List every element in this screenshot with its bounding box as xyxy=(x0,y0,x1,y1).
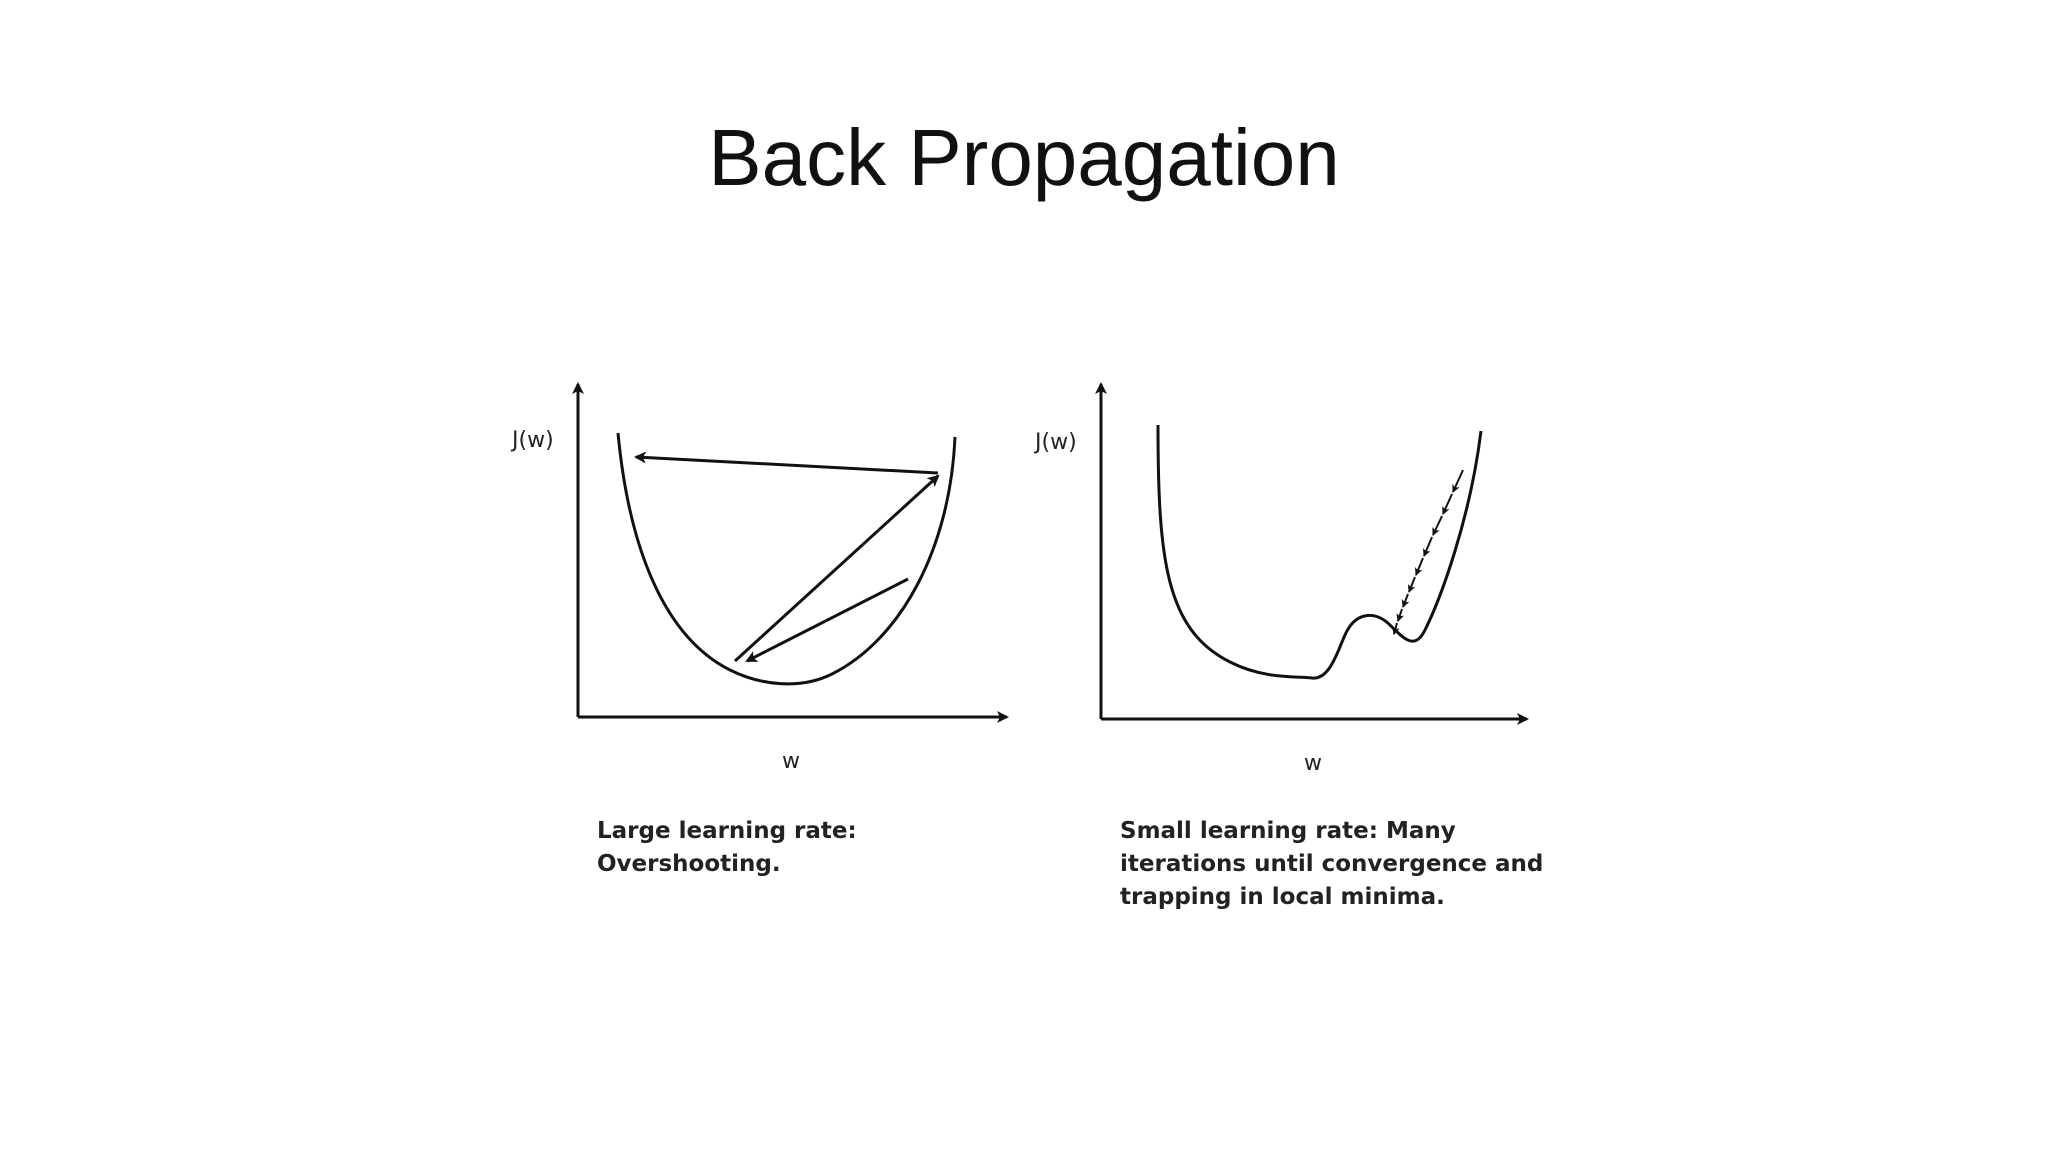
right-y-axis-label: J(w) xyxy=(1033,430,1077,455)
small-step-arrow xyxy=(1442,493,1453,515)
small-step-arrow xyxy=(1396,608,1405,622)
right-caption: Small learning rate: Many iterations unt… xyxy=(1120,818,1544,910)
small-step-arrow xyxy=(1423,536,1433,557)
small-step-arrow xyxy=(1414,557,1424,576)
right-cost-curve xyxy=(1156,424,1483,680)
right-x-axis-label: w xyxy=(1304,751,1322,776)
left-step-arrow-2 xyxy=(733,474,940,663)
left-step-arrow-3 xyxy=(634,451,939,475)
slide-title: Back Propagation xyxy=(708,113,1340,202)
left-caption: Large learning rate: Overshooting. xyxy=(597,818,857,877)
left-panel: J(w) w xyxy=(510,382,1009,774)
small-step-arrow xyxy=(1401,593,1410,608)
small-step-arrows xyxy=(1391,469,1464,635)
small-step-arrow xyxy=(1407,576,1416,593)
left-x-axis-label: w xyxy=(782,749,800,774)
left-y-axis-label: J(w) xyxy=(510,428,554,453)
right-panel: J(w) w xyxy=(1033,382,1529,776)
small-step-arrow xyxy=(1452,469,1464,493)
small-step-arrow xyxy=(1391,622,1400,635)
small-step-arrow xyxy=(1432,515,1443,536)
left-cost-curve xyxy=(616,432,957,686)
left-step-arrow-1 xyxy=(745,577,909,663)
